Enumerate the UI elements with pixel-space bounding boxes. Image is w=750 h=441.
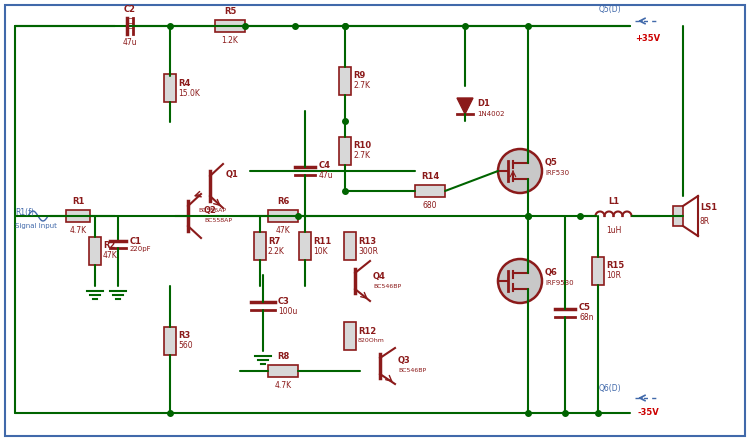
Text: 2.7K: 2.7K	[353, 82, 370, 90]
Text: R9: R9	[353, 71, 365, 81]
Text: R13: R13	[358, 236, 376, 246]
FancyBboxPatch shape	[89, 237, 101, 265]
FancyBboxPatch shape	[164, 74, 176, 102]
Text: BC556AP: BC556AP	[198, 209, 226, 213]
Text: -35V: -35V	[637, 408, 658, 417]
Text: +35V: +35V	[635, 34, 661, 43]
Text: R1(f): R1(f)	[15, 209, 34, 217]
Text: R14: R14	[421, 172, 440, 181]
FancyBboxPatch shape	[164, 327, 176, 355]
Text: 680: 680	[423, 201, 437, 210]
Text: 47K: 47K	[276, 226, 290, 235]
Text: R10: R10	[353, 142, 371, 150]
FancyBboxPatch shape	[592, 257, 604, 285]
Text: Q1: Q1	[226, 169, 238, 179]
Text: 4.7K: 4.7K	[274, 381, 292, 390]
Text: 47u: 47u	[123, 38, 137, 47]
Text: R3: R3	[178, 332, 190, 340]
Text: R15: R15	[606, 262, 624, 270]
FancyBboxPatch shape	[66, 210, 90, 222]
Text: 300R: 300R	[358, 247, 378, 255]
Text: 2.7K: 2.7K	[353, 152, 370, 161]
Text: Q6: Q6	[545, 269, 558, 277]
Text: R12: R12	[358, 326, 376, 336]
FancyBboxPatch shape	[415, 185, 445, 197]
Text: C2: C2	[124, 5, 136, 14]
Text: 4.7K: 4.7K	[70, 226, 86, 235]
Text: 47u: 47u	[319, 172, 334, 180]
Circle shape	[498, 149, 542, 193]
FancyBboxPatch shape	[339, 67, 351, 95]
Text: 1uH: 1uH	[606, 226, 622, 235]
Text: R6: R6	[277, 197, 290, 206]
FancyBboxPatch shape	[299, 232, 311, 260]
Text: Q2: Q2	[204, 206, 217, 216]
Text: BC546BP: BC546BP	[398, 369, 426, 374]
Text: R4: R4	[178, 78, 190, 87]
Text: IRF530: IRF530	[545, 170, 569, 176]
Text: R7: R7	[268, 236, 280, 246]
Text: 8R: 8R	[700, 217, 710, 225]
Text: 1N4002: 1N4002	[477, 111, 505, 117]
Text: D1: D1	[477, 98, 490, 108]
FancyBboxPatch shape	[215, 20, 245, 32]
Text: 1.2K: 1.2K	[221, 36, 238, 45]
Text: Q3: Q3	[398, 356, 411, 366]
Text: 10R: 10R	[606, 272, 621, 280]
Text: LS1: LS1	[700, 203, 717, 213]
Text: 560: 560	[178, 341, 193, 351]
FancyBboxPatch shape	[673, 206, 683, 226]
Text: 220pF: 220pF	[130, 246, 152, 252]
Text: 100u: 100u	[278, 306, 297, 315]
Text: 2.2K: 2.2K	[268, 247, 285, 255]
Text: C5: C5	[579, 303, 591, 313]
Text: BC558AP: BC558AP	[204, 218, 232, 224]
Text: IRF9530: IRF9530	[545, 280, 574, 286]
Text: C1: C1	[130, 236, 142, 246]
Text: 68n: 68n	[579, 314, 593, 322]
FancyBboxPatch shape	[254, 232, 266, 260]
Text: R1: R1	[72, 197, 84, 206]
FancyBboxPatch shape	[344, 322, 356, 350]
FancyBboxPatch shape	[268, 210, 298, 222]
Text: 10K: 10K	[313, 247, 328, 255]
Polygon shape	[457, 98, 473, 114]
FancyBboxPatch shape	[268, 365, 298, 377]
Text: 15.0K: 15.0K	[178, 89, 200, 97]
Circle shape	[498, 259, 542, 303]
FancyBboxPatch shape	[344, 232, 356, 260]
Text: Q5(D): Q5(D)	[598, 5, 621, 14]
Text: C3: C3	[278, 296, 290, 306]
Text: 820Ohm: 820Ohm	[358, 339, 385, 344]
Text: BC546BP: BC546BP	[373, 284, 401, 288]
FancyBboxPatch shape	[339, 137, 351, 165]
Text: R5: R5	[224, 7, 236, 16]
Text: Q4: Q4	[373, 272, 386, 280]
Text: C4: C4	[319, 161, 331, 171]
Text: Q6(D): Q6(D)	[598, 384, 621, 393]
Text: Q5: Q5	[545, 158, 558, 168]
Text: L1: L1	[608, 197, 619, 206]
Text: R11: R11	[313, 236, 332, 246]
Text: R2: R2	[103, 242, 116, 250]
Text: 47K: 47K	[103, 251, 118, 261]
Text: R8: R8	[277, 352, 290, 361]
Text: Signal Input: Signal Input	[15, 223, 57, 229]
